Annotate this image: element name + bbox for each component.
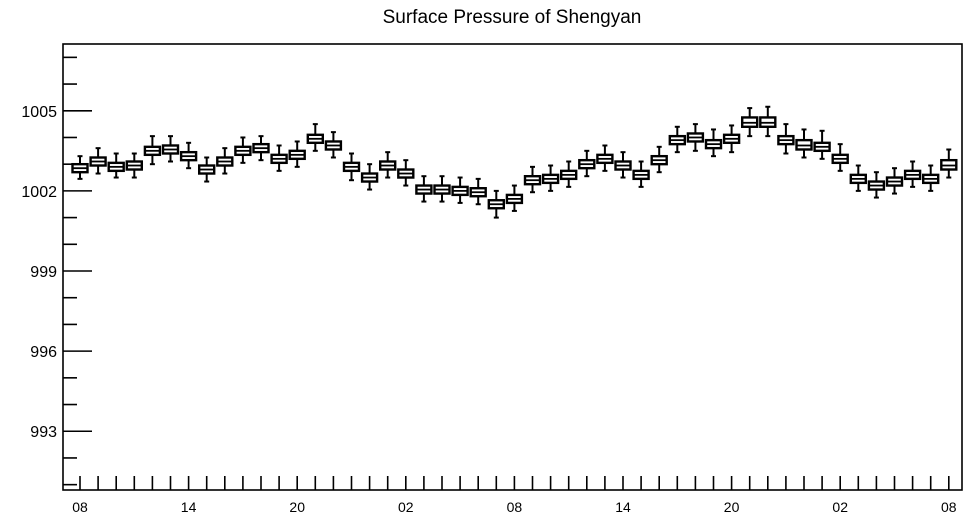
box [777,123,795,155]
box [234,136,252,164]
x-tick-label: 14 [181,499,197,515]
box [614,151,632,179]
box [922,164,940,192]
box [722,124,741,154]
box [487,189,505,219]
box [161,135,180,163]
box [849,164,867,192]
box [813,129,831,160]
box [125,152,144,179]
box [541,164,560,192]
box [831,143,849,172]
x-tick-label: 14 [615,499,631,515]
x-tick-label: 20 [724,499,740,515]
box [578,149,596,178]
y-tick-label: 996 [30,344,57,361]
box [523,165,542,194]
y-tick-label: 1005 [21,104,57,121]
x-tick-label: 20 [289,499,305,515]
box [867,171,886,199]
box [288,140,306,168]
box [71,155,89,180]
chart-title: Surface Pressure of Shengyan [383,7,642,28]
plot-frame [62,43,963,491]
box [197,156,216,183]
box [704,128,723,158]
box [143,135,162,166]
box [252,135,270,162]
y-tick-label: 999 [30,264,57,281]
y-axis: 993 996 999 1002 1005 [21,56,92,486]
box [415,175,433,203]
x-tick-label: 02 [398,499,414,515]
box [360,163,379,191]
box [342,152,361,182]
box [433,175,451,203]
box [379,151,397,179]
box [903,160,922,188]
y-tick-label: 993 [30,424,57,441]
box [560,160,578,188]
box [469,177,487,206]
x-tick-label: 08 [941,499,957,515]
box [741,107,759,138]
box [179,141,198,170]
x-tick-label: 02 [832,499,848,515]
box [940,148,958,179]
box [759,105,777,138]
box [885,167,904,195]
x-tick-label: 08 [72,499,88,515]
box [596,144,614,172]
box [89,147,107,175]
x-tick-label: 08 [507,499,523,515]
box [324,131,343,159]
y-tick-label: 1002 [21,184,57,201]
box [107,152,125,179]
box [632,160,650,188]
box-series [71,105,958,219]
box [216,147,234,175]
box [795,128,813,159]
box [306,123,324,152]
box [505,184,524,212]
box [397,159,415,187]
box [650,145,668,174]
x-axis: 08 14 20 02 08 14 20 02 08 [72,476,957,515]
box [668,125,686,154]
box [270,144,288,172]
box [451,176,469,204]
box [686,123,705,152]
